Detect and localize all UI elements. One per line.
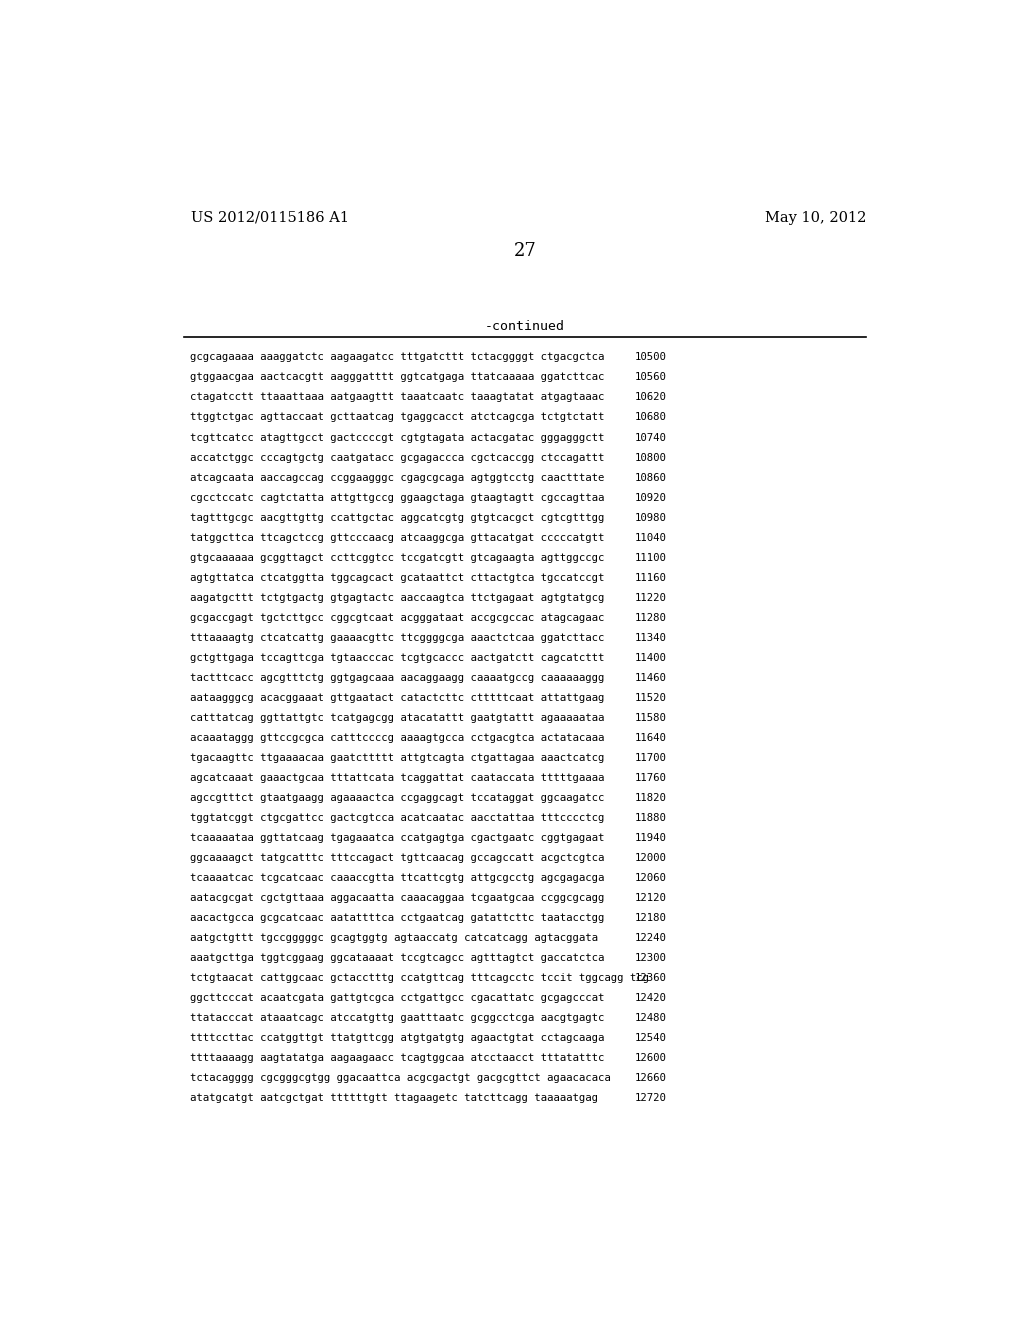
Text: gtggaacgaa aactcacgtt aagggatttt ggtcatgaga ttatcaaaaa ggatcttcac: gtggaacgaa aactcacgtt aagggatttt ggtcatg… (189, 372, 604, 383)
Text: ggcttcccat acaatcgata gattgtcgca cctgattgcc cgacattatc gcgagcccat: ggcttcccat acaatcgata gattgtcgca cctgatt… (189, 993, 604, 1003)
Text: 10620: 10620 (634, 392, 667, 403)
Text: agtgttatca ctcatggtta tggcagcact gcataattct cttactgtca tgccatccgt: agtgttatca ctcatggtta tggcagcact gcataat… (189, 573, 604, 582)
Text: gctgttgaga tccagttcga tgtaacccac tcgtgcaccc aactgatctt cagcatcttt: gctgttgaga tccagttcga tgtaacccac tcgtgca… (189, 653, 604, 663)
Text: tgacaagttc ttgaaaacaa gaatcttttt attgtcagta ctgattagaa aaactcatcg: tgacaagttc ttgaaaacaa gaatcttttt attgtca… (189, 752, 604, 763)
Text: 11100: 11100 (634, 553, 667, 562)
Text: 11880: 11880 (634, 813, 667, 822)
Text: tagtttgcgc aacgttgttg ccattgctac aggcatcgtg gtgtcacgct cgtcgtttgg: tagtttgcgc aacgttgttg ccattgctac aggcatc… (189, 512, 604, 523)
Text: ttatacccat ataaatcagc atccatgttg gaatttaatc gcggcctcga aacgtgagtc: ttatacccat ataaatcagc atccatgttg gaattta… (189, 1014, 604, 1023)
Text: 11940: 11940 (634, 833, 667, 843)
Text: aatacgcgat cgctgttaaa aggacaatta caaacaggaa tcgaatgcaa ccggcgcagg: aatacgcgat cgctgttaaa aggacaatta caaacag… (189, 892, 604, 903)
Text: 10860: 10860 (634, 473, 667, 483)
Text: 10560: 10560 (634, 372, 667, 383)
Text: 12060: 12060 (634, 873, 667, 883)
Text: tttaaaagtg ctcatcattg gaaaacgttc ttcggggcga aaactctcaa ggatcttacc: tttaaaagtg ctcatcattg gaaaacgttc ttcgggg… (189, 632, 604, 643)
Text: 12540: 12540 (634, 1034, 667, 1043)
Text: 11640: 11640 (634, 733, 667, 743)
Text: US 2012/0115186 A1: US 2012/0115186 A1 (191, 211, 349, 224)
Text: tatggcttca ttcagctccg gttcccaacg atcaaggcga gttacatgat cccccatgtt: tatggcttca ttcagctccg gttcccaacg atcaagg… (189, 533, 604, 543)
Text: gcgcagaaaa aaaggatctc aagaagatcc tttgatcttt tctacggggt ctgacgctca: gcgcagaaaa aaaggatctc aagaagatcc tttgatc… (189, 352, 604, 363)
Text: tactttcacc agcgtttctg ggtgagcaaa aacaggaagg caaaatgccg caaaaaaggg: tactttcacc agcgtttctg ggtgagcaaa aacagga… (189, 673, 604, 682)
Text: 12600: 12600 (634, 1053, 667, 1063)
Text: 12420: 12420 (634, 993, 667, 1003)
Text: 11460: 11460 (634, 673, 667, 682)
Text: gtgcaaaaaa gcggttagct ccttcggtcc tccgatcgtt gtcagaagta agttggccgc: gtgcaaaaaa gcggttagct ccttcggtcc tccgatc… (189, 553, 604, 562)
Text: 11700: 11700 (634, 752, 667, 763)
Text: 12240: 12240 (634, 933, 667, 942)
Text: ggcaaaagct tatgcatttc tttccagact tgttcaacag gccagccatt acgctcgtca: ggcaaaagct tatgcatttc tttccagact tgttcaa… (189, 853, 604, 863)
Text: atatgcatgt aatcgctgat ttttttgtt ttagaagetc tatcttcagg taaaaatgag: atatgcatgt aatcgctgat ttttttgtt ttagaage… (189, 1093, 598, 1104)
Text: acaaataggg gttccgcgca catttccccg aaaagtgcca cctgacgtca actatacaaa: acaaataggg gttccgcgca catttccccg aaaagtg… (189, 733, 604, 743)
Text: 10500: 10500 (634, 352, 667, 363)
Text: aacactgcca gcgcatcaac aatattttca cctgaatcag gatattcttc taatacctgg: aacactgcca gcgcatcaac aatattttca cctgaat… (189, 913, 604, 923)
Text: 10800: 10800 (634, 453, 667, 462)
Text: 10980: 10980 (634, 512, 667, 523)
Text: gcgaccgagt tgctcttgcc cggcgtcaat acgggataat accgcgccac atagcagaac: gcgaccgagt tgctcttgcc cggcgtcaat acgggat… (189, 612, 604, 623)
Text: agccgtttct gtaatgaagg agaaaactca ccgaggcagt tccataggat ggcaagatcc: agccgtttct gtaatgaagg agaaaactca ccgaggc… (189, 793, 604, 803)
Text: accatctggc cccagtgctg caatgatacc gcgagaccca cgctcaccgg ctccagattt: accatctggc cccagtgctg caatgatacc gcgagac… (189, 453, 604, 462)
Text: ttttccttac ccatggttgt ttatgttcgg atgtgatgtg agaactgtat cctagcaaga: ttttccttac ccatggttgt ttatgttcgg atgtgat… (189, 1034, 604, 1043)
Text: 12660: 12660 (634, 1073, 667, 1084)
Text: catttatcag ggttattgtc tcatgagcgg atacatattt gaatgtattt agaaaaataa: catttatcag ggttattgtc tcatgagcgg atacata… (189, 713, 604, 723)
Text: agcatcaaat gaaactgcaa tttattcata tcaggattat caataccata tttttgaaaa: agcatcaaat gaaactgcaa tttattcata tcaggat… (189, 774, 604, 783)
Text: 11520: 11520 (634, 693, 667, 702)
Text: tcaaaatcac tcgcatcaac caaaccgtta ttcattcgtg attgcgcctg agcgagacga: tcaaaatcac tcgcatcaac caaaccgtta ttcattc… (189, 873, 604, 883)
Text: 11580: 11580 (634, 713, 667, 723)
Text: tggtatcggt ctgcgattcc gactcgtcca acatcaatac aacctattaa tttcccctcg: tggtatcggt ctgcgattcc gactcgtcca acatcaa… (189, 813, 604, 822)
Text: 11160: 11160 (634, 573, 667, 582)
Text: 27: 27 (513, 242, 537, 260)
Text: 11220: 11220 (634, 593, 667, 603)
Text: 11340: 11340 (634, 632, 667, 643)
Text: cgcctccatc cagtctatta attgttgccg ggaagctaga gtaagtagtt cgccagttaa: cgcctccatc cagtctatta attgttgccg ggaagct… (189, 492, 604, 503)
Text: 10740: 10740 (634, 433, 667, 442)
Text: tcgttcatcc atagttgcct gactccccgt cgtgtagata actacgatac gggagggctt: tcgttcatcc atagttgcct gactccccgt cgtgtag… (189, 433, 604, 442)
Text: 12180: 12180 (634, 913, 667, 923)
Text: 12360: 12360 (634, 973, 667, 983)
Text: aagatgcttt tctgtgactg gtgagtactc aaccaagtca ttctgagaat agtgtatgcg: aagatgcttt tctgtgactg gtgagtactc aaccaag… (189, 593, 604, 603)
Text: 12120: 12120 (634, 892, 667, 903)
Text: 11040: 11040 (634, 533, 667, 543)
Text: ttggtctgac agttaccaat gcttaatcag tgaggcacct atctcagcga tctgtctatt: ttggtctgac agttaccaat gcttaatcag tgaggca… (189, 412, 604, 422)
Text: 12480: 12480 (634, 1014, 667, 1023)
Text: 12300: 12300 (634, 953, 667, 964)
Text: aataagggcg acacggaaat gttgaatact catactcttc ctttttcaat attattgaag: aataagggcg acacggaaat gttgaatact catactc… (189, 693, 604, 702)
Text: tcaaaaataa ggttatcaag tgagaaatca ccatgagtga cgactgaatc cggtgagaat: tcaaaaataa ggttatcaag tgagaaatca ccatgag… (189, 833, 604, 843)
Text: atcagcaata aaccagccag ccggaagggc cgagcgcaga agtggtcctg caactttate: atcagcaata aaccagccag ccggaagggc cgagcgc… (189, 473, 604, 483)
Text: ctagatcctt ttaaattaaa aatgaagttt taaatcaatc taaagtatat atgagtaaac: ctagatcctt ttaaattaaa aatgaagttt taaatca… (189, 392, 604, 403)
Text: 11820: 11820 (634, 793, 667, 803)
Text: 11760: 11760 (634, 774, 667, 783)
Text: 11280: 11280 (634, 612, 667, 623)
Text: 12720: 12720 (634, 1093, 667, 1104)
Text: 10680: 10680 (634, 412, 667, 422)
Text: 11400: 11400 (634, 653, 667, 663)
Text: May 10, 2012: May 10, 2012 (765, 211, 866, 224)
Text: aatgctgttt tgccgggggc gcagtggtg agtaaccatg catcatcagg agtacggata: aatgctgttt tgccgggggc gcagtggtg agtaacca… (189, 933, 598, 942)
Text: 10920: 10920 (634, 492, 667, 503)
Text: tctacagggg cgcgggcgtgg ggacaattca acgcgactgt gacgcgttct agaacacaca: tctacagggg cgcgggcgtgg ggacaattca acgcga… (189, 1073, 610, 1084)
Text: tctgtaacat cattggcaac gctacctttg ccatgttcag tttcagcctc tccit tggcagg tcg: tctgtaacat cattggcaac gctacctttg ccatgtt… (189, 973, 649, 983)
Text: aaatgcttga tggtcggaag ggcataaaat tccgtcagcc agtttagtct gaccatctca: aaatgcttga tggtcggaag ggcataaaat tccgtca… (189, 953, 604, 964)
Text: -continued: -continued (484, 321, 565, 333)
Text: 12000: 12000 (634, 853, 667, 863)
Text: ttttaaaagg aagtatatga aagaagaacc tcagtggcaa atcctaacct tttatatttc: ttttaaaagg aagtatatga aagaagaacc tcagtgg… (189, 1053, 604, 1063)
